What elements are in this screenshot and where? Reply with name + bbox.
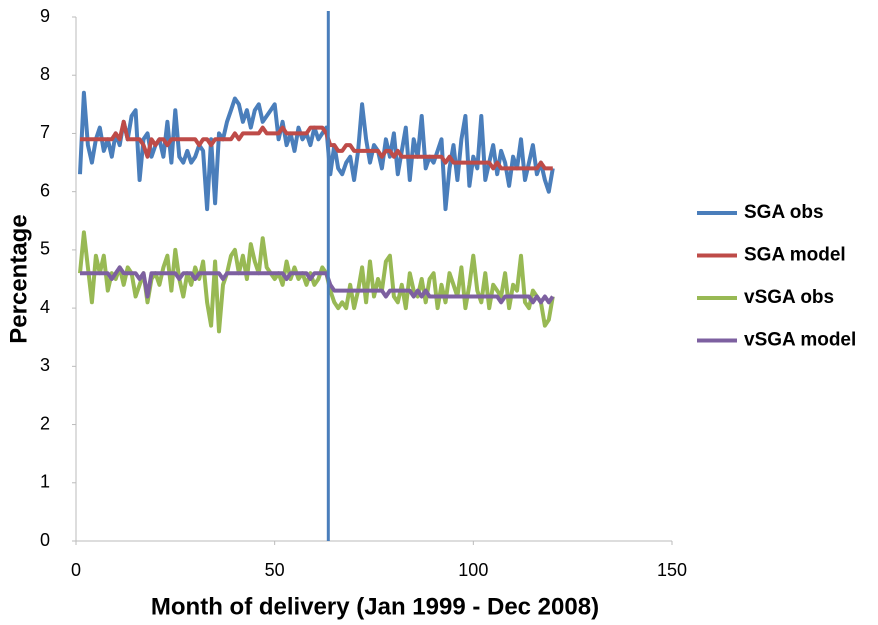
legend-label: SGA obs (744, 202, 824, 223)
y-tick-label: 6 (40, 180, 50, 200)
y-tick-label: 7 (40, 122, 50, 142)
y-tick-label: 1 (40, 472, 50, 492)
legend-label: vSGA obs (744, 287, 834, 308)
y-tick-label: 2 (40, 413, 50, 433)
x-tick-label: 50 (265, 560, 285, 580)
x-tick-label: 150 (657, 560, 687, 580)
x-tick-label: 0 (71, 560, 81, 580)
legend-label: SGA model (744, 245, 846, 266)
y-tick-label: 9 (40, 6, 50, 26)
series-line (78, 90, 555, 212)
y-tick-label: 0 (40, 530, 50, 550)
x-axis-title: Month of delivery (Jan 1999 - Dec 2008) (151, 593, 599, 620)
legend-label: vSGA model (744, 330, 856, 351)
series-line (80, 119, 553, 171)
y-axis-title: Percentage (5, 214, 32, 343)
y-tick-label: 4 (40, 297, 50, 317)
series-line (80, 265, 555, 305)
x-tick-label: 100 (458, 560, 488, 580)
series-line (78, 230, 555, 334)
y-tick-label: 8 (40, 64, 50, 84)
y-tick-label: 5 (40, 239, 50, 259)
y-tick-label: 3 (40, 355, 50, 375)
